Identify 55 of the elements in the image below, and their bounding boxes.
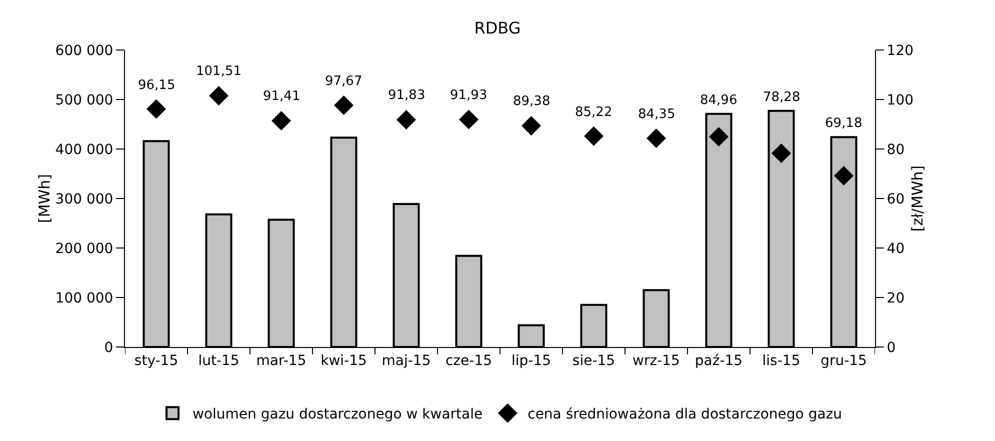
y-axis-title: [MWh] xyxy=(35,174,54,223)
y-tick-label: 0 xyxy=(104,340,114,356)
data-label: 91,83 xyxy=(388,88,426,103)
point xyxy=(396,110,416,130)
point xyxy=(522,116,541,136)
x-tick-label: mar-15 xyxy=(256,352,306,369)
y2-tick-label: 40 xyxy=(886,240,905,257)
legend-label: wolumen gazu dostarczonego w kwartale xyxy=(192,406,483,423)
x-tick-label: sie-15 xyxy=(572,352,616,369)
y-tick-label: 600 000 xyxy=(55,42,114,59)
y-tick-label: 200 000 xyxy=(55,240,114,257)
data-label: 91,93 xyxy=(450,88,488,103)
data-label: 97,67 xyxy=(325,74,362,89)
data-label: 85,22 xyxy=(575,105,612,120)
data-label: 96,15 xyxy=(138,78,176,93)
data-label: 84,96 xyxy=(700,93,738,108)
y-tick-label: 400 000 xyxy=(55,142,114,158)
point xyxy=(146,99,166,119)
point xyxy=(834,166,854,186)
data-label: 78,28 xyxy=(763,90,800,105)
y-tick-label: 300 000 xyxy=(55,191,114,208)
x-tick-label: lis-15 xyxy=(762,352,800,369)
y2-tick-label: 20 xyxy=(886,290,905,306)
x-tick-label: sty-15 xyxy=(134,352,178,369)
point xyxy=(646,128,666,148)
x-tick-label: cze-15 xyxy=(445,352,492,369)
y-tick-label: 500 000 xyxy=(55,92,114,108)
x-tick-label: lut-15 xyxy=(198,352,240,369)
x-tick-label: paź-15 xyxy=(694,352,743,369)
point xyxy=(709,126,728,146)
y-tick-label: 100 000 xyxy=(55,290,114,306)
data-label: 69,18 xyxy=(825,116,862,131)
x-tick-label: kwi-15 xyxy=(320,352,367,369)
y2-tick-label: 120 xyxy=(886,42,914,59)
x-tick-label: maj-15 xyxy=(382,352,431,369)
data-label: 91,41 xyxy=(263,89,300,104)
chart-title: RDBG xyxy=(474,18,521,38)
x-tick-label: gru-15 xyxy=(820,352,867,369)
point xyxy=(459,110,478,130)
legend-label: cena średnioważona dla dostarczonego gazu xyxy=(528,406,842,423)
data-label: 101,51 xyxy=(196,64,242,79)
point xyxy=(272,111,291,131)
y2-axis-title: [zł/MWh] xyxy=(908,165,926,232)
y2-tick-label: 60 xyxy=(886,191,905,208)
point xyxy=(209,86,228,106)
point xyxy=(584,126,604,146)
data-label: 89,38 xyxy=(513,94,550,109)
point xyxy=(772,144,791,164)
y2-tick-label: 100 xyxy=(886,92,914,108)
y2-tick-label: 80 xyxy=(886,142,905,158)
data-label: 84,35 xyxy=(638,107,676,122)
point xyxy=(334,96,354,116)
x-tick-label: lip-15 xyxy=(511,352,552,369)
y2-tick-label: 0 xyxy=(886,340,896,356)
x-tick-label: wrz-15 xyxy=(632,352,680,369)
